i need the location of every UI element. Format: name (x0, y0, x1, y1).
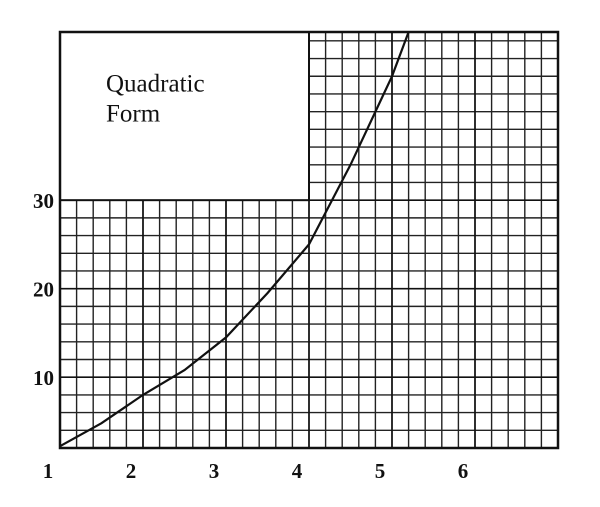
plot-frame (58, 30, 560, 450)
x-tick-label: 2 (126, 459, 137, 483)
x-tick-label: 5 (375, 459, 386, 483)
annotation: Form (106, 101, 161, 128)
data-line (59, 31, 410, 448)
x-tick-label: 1 (43, 459, 54, 483)
x-tick-label: 6 (458, 459, 469, 483)
x-tick-label: 3 (209, 459, 220, 483)
y-tick-label: 20 (33, 277, 54, 301)
annotation: Quadratic (106, 71, 205, 98)
annotation-box (59, 31, 310, 202)
y-tick-label: 10 (33, 366, 54, 390)
x-tick-label: 4 (292, 459, 303, 483)
y-tick-label: 30 (33, 189, 54, 213)
